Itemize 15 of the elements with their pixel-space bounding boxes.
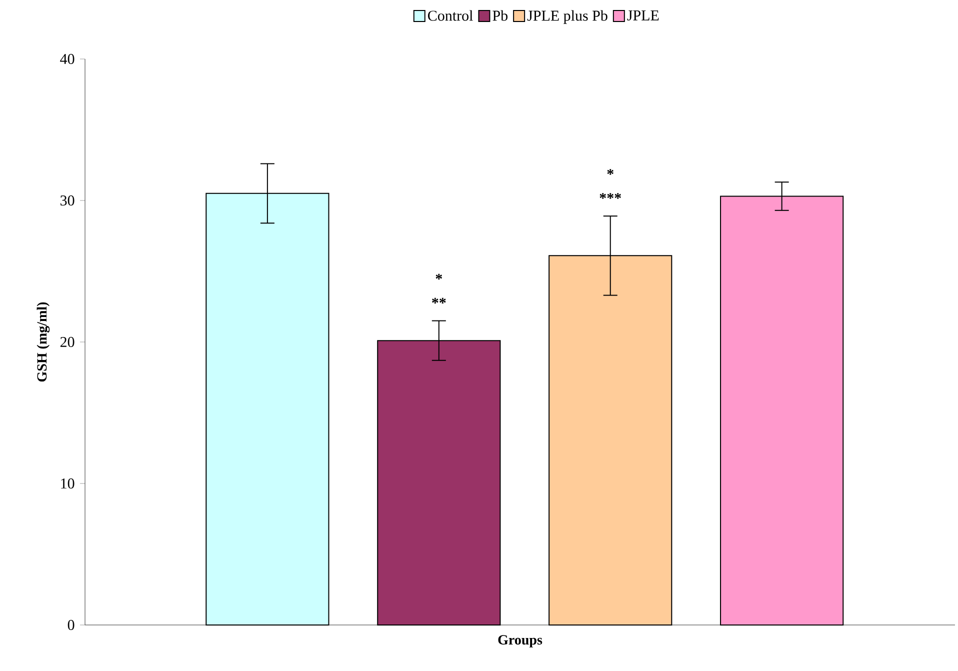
annotation: *** [600,193,621,199]
legend-label: JPLE [627,10,659,20]
legend-label: Pb [492,10,508,21]
legend-label: JPLE plus Pb [527,10,608,24]
y-tick-label: 20 [60,336,74,348]
x-axis-title: Groups [498,635,542,648]
annotation: * [607,169,614,175]
y-tick-label: 0 [68,620,74,630]
legend-label: Control [428,10,473,21]
y-axis-title: GSH (mg/ml) [36,302,50,382]
y-tick-label: 30 [60,195,74,206]
y-tick-label: 40 [60,54,74,64]
annotation: * [436,274,442,280]
y-tick-label: 10 [61,478,74,489]
annotation: ** [432,298,446,304]
